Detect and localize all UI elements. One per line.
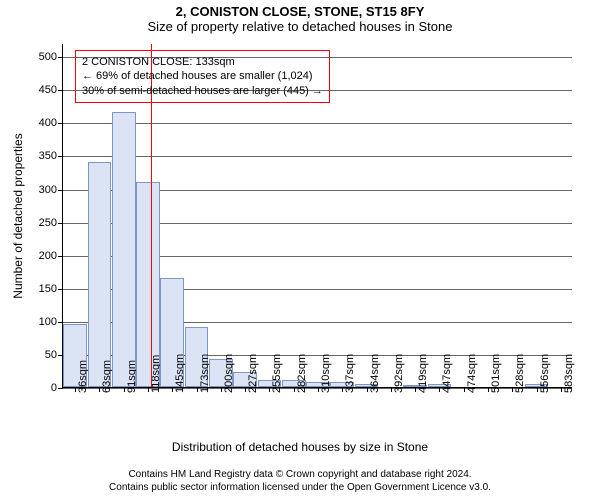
xtick-label: 392sqm — [387, 354, 405, 393]
ytick-label: 500 — [39, 51, 63, 63]
footer-attribution: Contains HM Land Registry data © Crown c… — [0, 468, 600, 494]
xtick-label: 200sqm — [217, 354, 235, 393]
grid-line — [63, 156, 572, 157]
x-axis-label: Distribution of detached houses by size … — [172, 440, 428, 454]
xtick-label: 337sqm — [338, 354, 356, 393]
ytick-label: 150 — [39, 283, 63, 295]
xtick-label: 364sqm — [363, 354, 381, 393]
xtick-label: 556sqm — [533, 354, 551, 393]
annotation-line-2: ← 69% of detached houses are smaller (1,… — [82, 69, 323, 83]
ytick-label: 400 — [39, 117, 63, 129]
annotation-line-3: 30% of semi-detached houses are larger (… — [82, 84, 323, 98]
ytick-label: 200 — [39, 250, 63, 262]
xtick-label: 36sqm — [71, 360, 89, 393]
ytick-label: 50 — [45, 349, 63, 361]
footer-line-2: Contains public sector information licen… — [0, 481, 600, 494]
xtick-label: 63sqm — [95, 360, 113, 393]
histogram-bar — [88, 162, 112, 387]
xtick-label: 118sqm — [144, 355, 162, 393]
xtick-label: 227sqm — [241, 354, 259, 393]
ytick-label: 450 — [39, 84, 63, 96]
xtick-label: 282sqm — [290, 354, 308, 393]
xtick-label: 447sqm — [435, 354, 453, 393]
histogram-bar — [112, 112, 136, 387]
xtick-label: 528sqm — [508, 354, 526, 393]
xtick-label: 501sqm — [484, 354, 502, 393]
y-axis-label: Number of detached properties — [11, 133, 25, 298]
xtick-label: 583sqm — [557, 354, 575, 393]
xtick-label: 91sqm — [120, 360, 138, 393]
ytick-label: 100 — [39, 316, 63, 328]
xtick-label: 173sqm — [193, 354, 211, 393]
xtick-label: 310sqm — [314, 354, 332, 393]
grid-line — [63, 123, 572, 124]
ytick-label: 250 — [39, 217, 63, 229]
xtick-label: 255sqm — [265, 354, 283, 393]
ytick-label: 300 — [39, 184, 63, 196]
xtick-label: 474sqm — [460, 354, 478, 393]
ytick-label: 350 — [39, 150, 63, 162]
annotation-line-1: 2 CONISTON CLOSE: 133sqm — [82, 55, 323, 69]
ytick-label: 0 — [51, 382, 63, 394]
xtick-label: 419sqm — [411, 354, 429, 393]
annotation-callout: 2 CONISTON CLOSE: 133sqm ← 69% of detach… — [75, 50, 330, 103]
xtick-label: 145sqm — [168, 354, 186, 393]
footer-line-1: Contains HM Land Registry data © Crown c… — [0, 468, 600, 481]
